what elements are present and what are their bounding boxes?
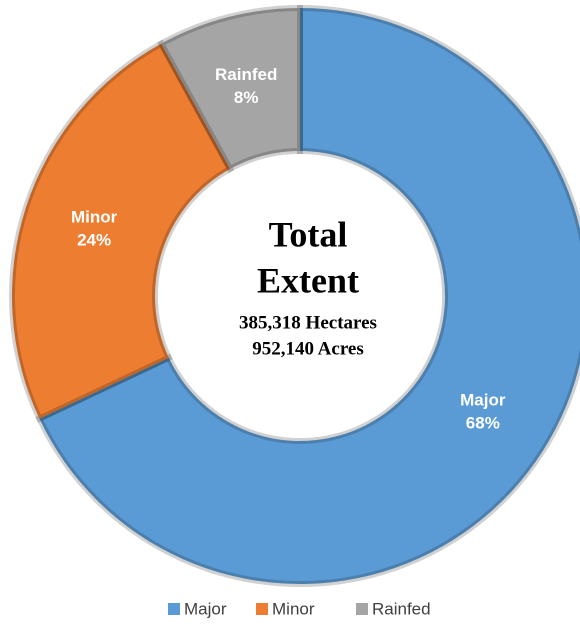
legend-label: Rainfed [372,599,431,618]
donut-slice [9,39,235,423]
donut-slice [35,4,580,587]
legend-swatch [168,603,180,615]
slice-category-label: Rainfed [215,65,277,84]
legend-swatch [256,603,268,615]
legend-label: Minor [272,599,315,618]
slice-value-label: 8% [234,88,259,107]
slice-value-label: 68% [466,413,500,432]
slice-value-label: 24% [77,231,111,250]
center-line: 385,318 Hectares [239,312,377,333]
center-line: 952,140 Acres [252,338,364,359]
center-title: Extent [257,260,359,300]
donut-slice [157,4,303,174]
slice-category-label: Minor [71,208,118,227]
legend-label: Major [184,599,227,618]
center-title: Total [269,214,348,254]
donut-hole [158,154,442,438]
slice-category-label: Major [460,390,506,409]
legend-swatch [356,603,368,615]
